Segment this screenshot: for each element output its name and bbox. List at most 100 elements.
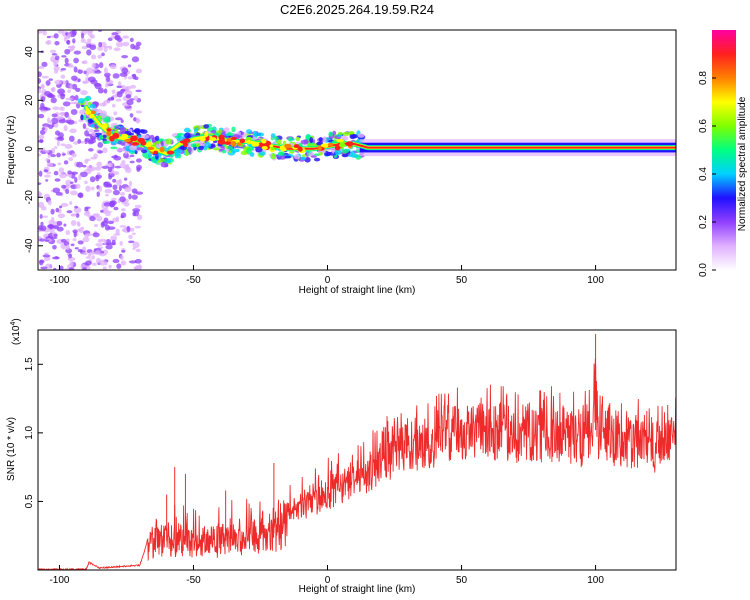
spectrogram-cell xyxy=(80,226,85,230)
spectrogram-cell xyxy=(44,174,51,178)
spectrogram-cell xyxy=(97,142,104,148)
spectrogram-cell xyxy=(52,106,60,111)
spectrogram-peak xyxy=(261,145,268,150)
spectrogram-cell xyxy=(336,134,343,138)
spectrogram-cell xyxy=(74,205,79,209)
spectrogram-frame xyxy=(37,29,677,271)
spectrogram-cell xyxy=(125,94,132,99)
spectrogram-cell xyxy=(41,75,50,79)
snr-y-tick-label: 1.5 xyxy=(24,357,35,371)
spectrogram-cell xyxy=(92,262,97,266)
spectrogram-cell xyxy=(124,150,128,155)
spectrogram-cell xyxy=(102,147,108,154)
spectrogram-cell xyxy=(231,148,238,154)
spectrogram-peak xyxy=(230,140,237,147)
spectrogram-cell xyxy=(306,143,313,148)
spectrogram-cell xyxy=(56,140,60,147)
spectrogram-cell xyxy=(123,152,129,159)
spectrogram-cell xyxy=(93,224,98,228)
spectrogram-y-tick-label: -20 xyxy=(24,190,35,205)
spectrogram-cell xyxy=(107,37,113,42)
spectrogram-cell xyxy=(38,201,45,208)
spectrogram-cell xyxy=(47,224,55,229)
spectrogram-cell xyxy=(312,143,318,147)
spectrogram-cell xyxy=(91,255,95,260)
spectrogram-cell xyxy=(57,213,66,219)
spectrogram-y-tick-label: 40 xyxy=(24,46,35,58)
spectrogram-cell xyxy=(121,84,126,90)
spectrogram-cell xyxy=(121,208,126,212)
spectrogram-cell xyxy=(126,225,131,233)
spectrogram-cell xyxy=(204,142,212,148)
spectrogram-cell xyxy=(124,177,128,181)
spectrogram-cell xyxy=(64,57,69,64)
spectrogram-cell xyxy=(98,253,107,257)
spectrogram-cell xyxy=(54,146,58,150)
spectrogram-cell xyxy=(70,213,77,217)
spectrogram-cell xyxy=(282,140,287,146)
colorbar-ticks: 0.0 0.2 0.4 0.6 0.8 xyxy=(698,71,716,277)
spectrogram-cell xyxy=(53,33,59,39)
spectrogram-cell xyxy=(112,178,117,183)
spectrogram-cell xyxy=(77,139,82,144)
spectrogram-cell xyxy=(89,176,96,183)
spectrogram-cell xyxy=(102,134,107,139)
spectrogram-peak xyxy=(153,150,159,155)
spectrogram-cell xyxy=(84,130,90,137)
spectrogram-x-tick-label: 0 xyxy=(325,275,331,286)
spectrogram-peak xyxy=(336,138,344,143)
spectrogram-cell xyxy=(108,81,112,84)
spectrogram-cell xyxy=(94,70,102,74)
spectrogram-cell xyxy=(95,174,102,179)
spectrogram-cell xyxy=(70,190,78,196)
spectrogram-cell xyxy=(151,157,156,163)
spectrogram-cell xyxy=(38,134,45,140)
spectrogram-cell xyxy=(121,228,127,232)
spectrogram-cell xyxy=(357,133,365,138)
spectrogram-cell xyxy=(127,76,133,80)
spectrogram-cell xyxy=(135,158,142,163)
spectrogram-peak xyxy=(84,109,92,115)
spectrogram-cell xyxy=(295,136,300,142)
spectrogram-cell xyxy=(64,36,71,40)
spectrogram-peak xyxy=(236,142,242,146)
spectrogram-cell xyxy=(111,197,117,201)
spectrogram-cell xyxy=(237,135,243,138)
spectrogram-cell xyxy=(70,172,76,179)
spectrogram-cell xyxy=(160,141,164,147)
figure-title: C2E6.2025.264.19.59.R24 xyxy=(280,2,434,17)
spectrogram-y-tick-label: 20 xyxy=(24,94,35,106)
spectrogram-cell xyxy=(120,215,124,219)
snr-y-tick-label: 1.0 xyxy=(24,425,35,439)
spectrogram-cell xyxy=(175,149,183,154)
spectrogram-cell xyxy=(95,132,103,136)
spectrogram-cell xyxy=(59,93,66,97)
spectrogram-cell xyxy=(56,116,64,120)
spectrogram-cell xyxy=(120,260,127,266)
spectrogram-cell xyxy=(58,118,66,124)
spectrogram-cell xyxy=(111,239,116,245)
spectrogram-cell xyxy=(44,90,52,97)
spectrogram-cell xyxy=(135,191,144,195)
spectrogram-peak xyxy=(297,146,303,152)
spectrogram-cell xyxy=(97,54,102,59)
spectrogram-cell xyxy=(44,239,50,242)
spectrogram-cell xyxy=(39,259,45,264)
spectrogram-cell xyxy=(85,185,91,192)
spectrogram-cell xyxy=(326,151,332,157)
spectrogram-cell xyxy=(106,76,111,82)
spectrogram-cell xyxy=(85,256,92,259)
spectrogram-cell xyxy=(70,109,78,116)
spectrogram-cell xyxy=(113,171,120,176)
spectrogram-cell xyxy=(84,180,88,185)
spectrogram-peak xyxy=(101,123,108,129)
snr-x-tick-label: -100 xyxy=(49,575,69,586)
spectrogram-peak xyxy=(204,131,209,138)
spectrogram-cell xyxy=(129,37,134,43)
spectrogram-cell xyxy=(84,207,89,212)
spectrogram-cell xyxy=(52,245,57,250)
spectrogram-cell xyxy=(113,111,118,116)
spectrogram-cell xyxy=(116,263,122,269)
spectrogram-cell xyxy=(84,41,92,45)
spectrogram-cell xyxy=(129,160,135,164)
